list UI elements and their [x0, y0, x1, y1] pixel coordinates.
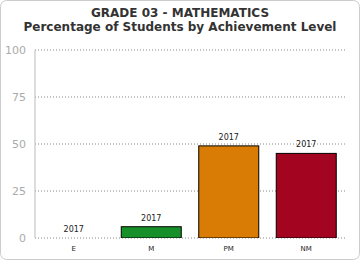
grid-line: [35, 97, 345, 98]
y-tick-label: 75: [12, 91, 26, 104]
bar: [44, 238, 104, 239]
title: GRADE 03 - MATHEMATICS: [91, 6, 269, 20]
series-label: 2017: [296, 140, 316, 149]
series-label: 2017: [219, 133, 239, 142]
y-tick-label: 50: [12, 138, 26, 151]
grid-line: [35, 50, 345, 51]
series-label: 2017: [141, 214, 161, 223]
x-tick-label: PM: [224, 245, 234, 253]
bar: [121, 227, 181, 238]
series-label: 2017: [64, 225, 84, 234]
y-tick-label: 100: [5, 44, 26, 57]
x-tick-label: E: [72, 245, 76, 253]
subtitle: Percentage of Students by Achievement Le…: [24, 20, 337, 34]
frame: [1, 1, 360, 260]
bar: [199, 146, 259, 238]
y-tick-label: 25: [12, 185, 26, 198]
y-tick-label: 0: [19, 232, 26, 245]
y-axis: [35, 50, 36, 238]
bar: [276, 153, 336, 238]
x-tick-label: NM: [301, 245, 312, 253]
bars: [121, 146, 336, 238]
x-tick-label: M: [148, 245, 154, 253]
